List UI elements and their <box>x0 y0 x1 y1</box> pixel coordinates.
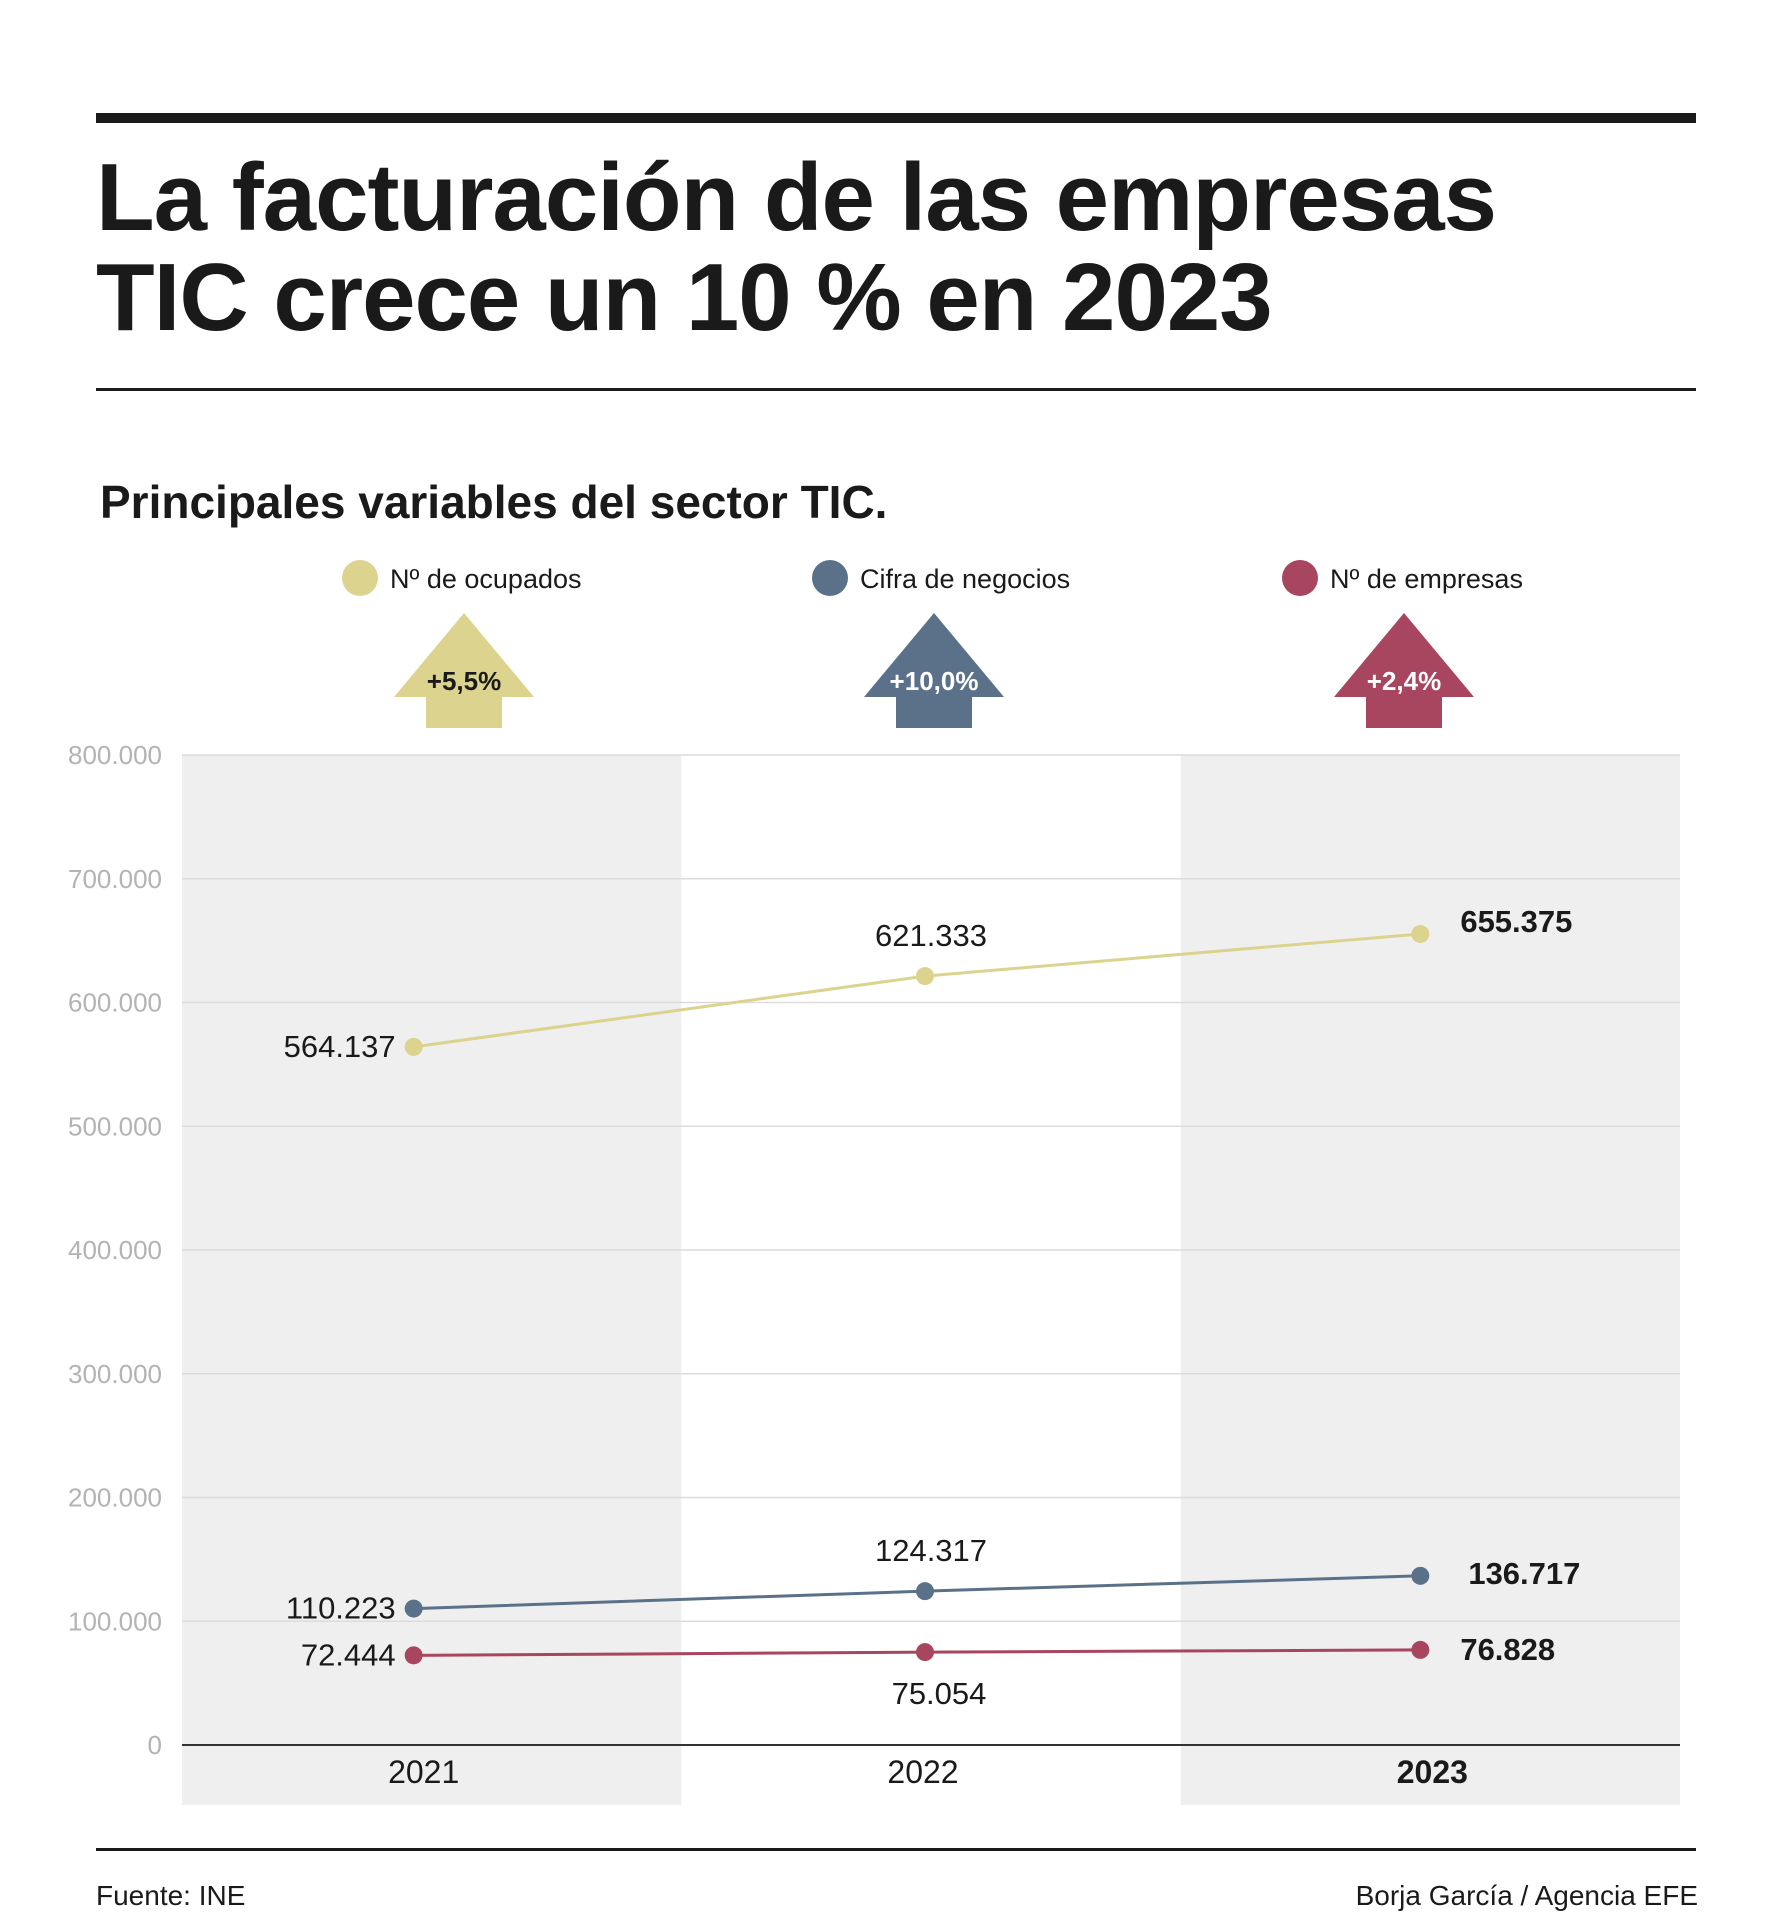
y-tick-label: 400.000 <box>68 1235 162 1265</box>
data-point <box>1411 1566 1430 1585</box>
data-point <box>404 1599 423 1618</box>
y-tick-label: 800.000 <box>68 740 162 770</box>
category-band-2023 <box>1180 755 1680 1805</box>
data-point <box>1411 1640 1430 1659</box>
change-arrow <box>394 613 534 728</box>
data-point <box>1411 924 1430 943</box>
data-label: 76.828 <box>1460 1632 1555 1667</box>
change-arrow <box>1334 613 1474 728</box>
legend-label: Nº de ocupados <box>390 564 582 594</box>
title-rule <box>96 388 1696 391</box>
data-label: 75.054 <box>892 1676 987 1711</box>
y-tick-label: 600.000 <box>68 988 162 1018</box>
top-rule <box>96 113 1696 123</box>
change-label: +5,5% <box>427 666 501 696</box>
y-tick-label: 0 <box>148 1730 162 1760</box>
data-label: 124.317 <box>875 1533 987 1568</box>
y-tick-label: 200.000 <box>68 1483 162 1513</box>
data-label: 564.137 <box>284 1029 396 1064</box>
credit-note: Borja García / Agencia EFE <box>1355 1880 1698 1911</box>
legend-marker <box>812 560 848 596</box>
y-tick-label: 100.000 <box>68 1606 162 1636</box>
chart-subtitle: Principales variables del sector TIC. <box>100 476 888 528</box>
data-label: 110.223 <box>286 1591 396 1626</box>
data-point <box>916 967 934 986</box>
headline-line-2: TIC crece un 10 % en 2023 <box>96 244 1273 351</box>
y-tick-label: 700.000 <box>68 864 162 894</box>
data-point <box>916 1582 934 1601</box>
headline: La facturación de las empresas TIC crece… <box>96 148 1696 348</box>
data-label: 621.333 <box>875 918 987 953</box>
data-point <box>404 1037 423 1056</box>
data-point <box>916 1643 934 1662</box>
category-band-2021 <box>182 755 682 1805</box>
legend-label: Cifra de negocios <box>860 564 1070 594</box>
y-tick-label: 500.000 <box>68 1111 162 1141</box>
line-chart: 0 100.000 200.000 300.000 400.000 500.000 600.… <box>68 560 1680 1805</box>
y-tick-label: 300.000 <box>68 1359 162 1389</box>
source-note: Fuente: INE <box>96 1880 246 1911</box>
headline-line-1: La facturación de las empresas <box>96 144 1497 251</box>
x-tick-label: 2022 <box>887 1754 958 1790</box>
data-label: 72.444 <box>301 1637 396 1672</box>
footer-rule <box>96 1848 1696 1851</box>
change-arrow <box>864 613 1004 728</box>
legend-marker <box>342 560 378 596</box>
x-tick-label: 2021 <box>388 1754 459 1790</box>
legend-label: Nº de empresas <box>1330 564 1523 594</box>
legend-marker <box>1282 560 1318 596</box>
change-label: +10,0% <box>890 666 979 696</box>
data-point <box>404 1646 423 1665</box>
change-label: +2,4% <box>1367 666 1441 696</box>
data-label: 136.717 <box>1468 1556 1580 1591</box>
data-label: 655.375 <box>1460 904 1572 939</box>
x-tick-label: 2023 <box>1397 1754 1468 1790</box>
